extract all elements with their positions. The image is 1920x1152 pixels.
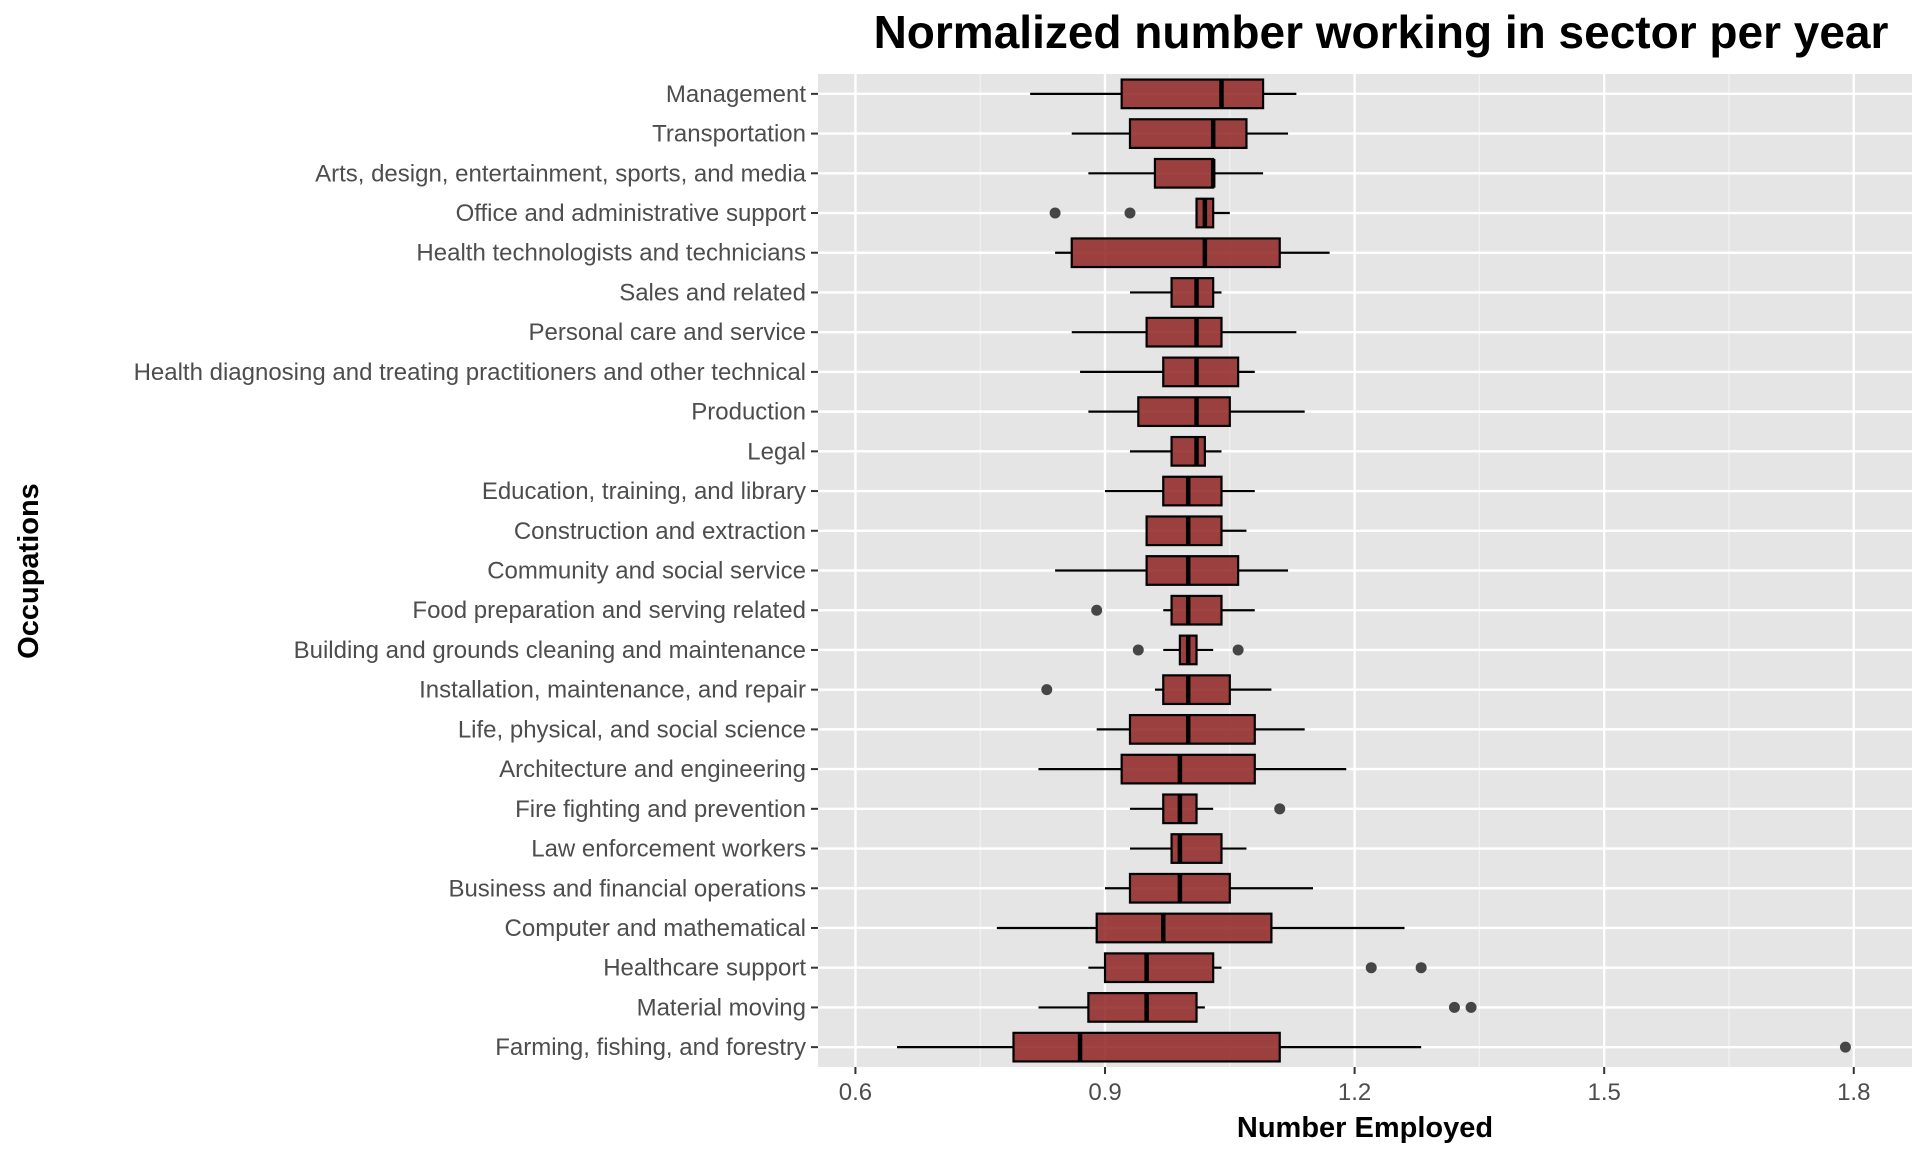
box-item xyxy=(897,1031,1851,1063)
category-label: Production xyxy=(691,399,806,426)
box-item xyxy=(1041,674,1272,706)
category-label: Management xyxy=(666,81,806,108)
outlier-point xyxy=(1415,962,1427,974)
box-iqr xyxy=(1095,912,1273,944)
box-item xyxy=(1129,435,1222,467)
box-iqr xyxy=(1137,396,1231,428)
box-item xyxy=(1129,793,1286,825)
box-item xyxy=(1129,833,1247,864)
category-label: Arts, design, entertainment, sports, and… xyxy=(315,160,807,187)
box-item xyxy=(1088,396,1305,428)
box-item xyxy=(1071,316,1297,348)
box-item xyxy=(1071,118,1289,149)
box-iqr xyxy=(1128,118,1248,149)
box-iqr xyxy=(1145,555,1240,586)
category-label: Transportation xyxy=(652,121,806,148)
box-item xyxy=(1129,277,1222,308)
y-axis: Management Transportation Arts, design, en… xyxy=(134,81,818,1061)
box-item xyxy=(1105,872,1314,904)
x-tick-label: 1.5 xyxy=(1587,1079,1620,1106)
outlier-point xyxy=(1132,644,1144,656)
outlier-point xyxy=(1448,1001,1460,1013)
category-label: Material moving xyxy=(637,994,806,1021)
category-label: Architecture and engineering xyxy=(499,756,806,783)
x-tick-label: 0.6 xyxy=(839,1079,872,1106)
box-iqr xyxy=(1070,237,1281,269)
box-iqr xyxy=(1170,435,1206,467)
box-item xyxy=(1049,197,1230,229)
box-iqr xyxy=(1153,157,1215,189)
category-label: Personal care and service xyxy=(529,319,806,346)
box-item xyxy=(1132,634,1244,666)
box-iqr xyxy=(1162,356,1240,388)
box-item xyxy=(1096,713,1305,745)
box-iqr xyxy=(1145,316,1223,348)
outlier-point xyxy=(1049,207,1061,219)
category-label: Community and social service xyxy=(487,558,806,585)
x-axis: 0.6 0.9 1.2 1.5 1.8 xyxy=(839,1067,1870,1106)
grid-lines xyxy=(818,74,1912,1067)
x-tick-label: 1.2 xyxy=(1338,1079,1371,1106)
category-label: Computer and mathematical xyxy=(505,915,806,942)
x-tick-label: 1.8 xyxy=(1837,1079,1870,1106)
x-axis-title: Number Employed xyxy=(1237,1112,1493,1144)
boxplot-series xyxy=(897,78,1851,1063)
box-iqr xyxy=(1170,594,1223,626)
box-item xyxy=(1088,952,1427,984)
category-label: Health technologists and technicians xyxy=(416,240,806,267)
box-iqr xyxy=(1120,753,1256,785)
box-item xyxy=(1030,78,1297,110)
category-label: Food preparation and serving related xyxy=(412,597,806,624)
box-item xyxy=(1038,753,1347,785)
outlier-point xyxy=(1465,1001,1477,1013)
outlier-point xyxy=(1041,684,1053,696)
box-iqr xyxy=(1162,475,1223,507)
box-iqr xyxy=(1162,674,1231,706)
box-iqr xyxy=(1012,1031,1281,1063)
box-item xyxy=(1055,555,1289,586)
chart-title: Normalized number working in sector per … xyxy=(874,6,1889,58)
box-item xyxy=(1080,356,1255,388)
box-iqr xyxy=(1128,713,1256,745)
outlier-point xyxy=(1274,803,1286,815)
box-iqr xyxy=(1145,515,1223,547)
box-iqr xyxy=(1120,78,1265,110)
category-label: Education, training, and library xyxy=(482,478,806,505)
category-label: Sales and related xyxy=(619,279,806,306)
category-label: Farming, fishing, and forestry xyxy=(495,1034,806,1061)
outlier-point xyxy=(1839,1041,1851,1053)
outlier-point xyxy=(1365,962,1377,974)
outlier-point xyxy=(1232,644,1244,656)
outlier-point xyxy=(1091,604,1103,616)
box-item xyxy=(1038,992,1477,1023)
box-iqr xyxy=(1103,952,1215,984)
outlier-point xyxy=(1124,207,1136,219)
box-item xyxy=(1105,475,1255,507)
category-label: Construction and extraction xyxy=(514,518,806,545)
category-label: Health diagnosing and treating practitio… xyxy=(134,359,806,386)
x-tick-label: 0.9 xyxy=(1088,1079,1121,1106)
category-label: Office and administrative support xyxy=(456,200,807,227)
box-iqr xyxy=(1087,992,1198,1023)
category-label: Healthcare support xyxy=(603,955,806,982)
y-axis-title: Occupations xyxy=(13,483,45,659)
box-item xyxy=(1145,515,1247,547)
category-label: Law enforcement workers xyxy=(531,836,806,863)
box-iqr xyxy=(1170,277,1215,308)
category-label: Building and grounds cleaning and mainte… xyxy=(294,637,806,664)
box-item xyxy=(1055,237,1330,269)
box-item xyxy=(1088,157,1264,189)
box-item xyxy=(996,912,1405,944)
category-label: Legal xyxy=(747,438,806,465)
category-label: Fire fighting and prevention xyxy=(515,796,806,823)
box-item xyxy=(1091,594,1255,626)
category-label: Installation, maintenance, and repair xyxy=(419,677,806,704)
category-label: Life, physical, and social science xyxy=(458,716,806,743)
category-label: Business and financial operations xyxy=(448,875,806,902)
